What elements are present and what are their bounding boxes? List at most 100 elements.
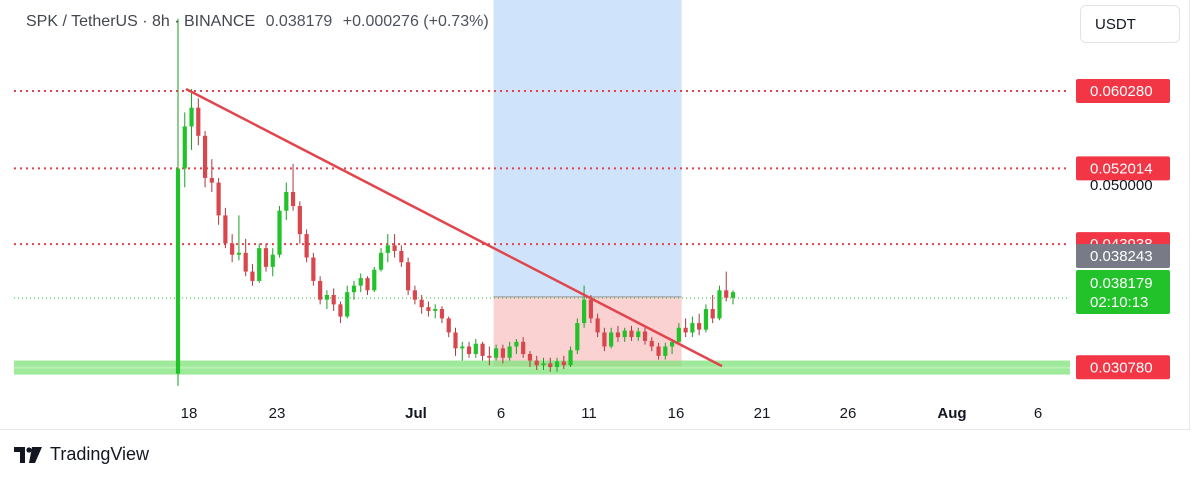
candle[interactable] [527, 353, 533, 361]
candle[interactable] [439, 309, 445, 319]
candle[interactable] [392, 245, 397, 251]
candle[interactable] [642, 331, 648, 341]
candle[interactable] [284, 191, 289, 211]
candle[interactable] [676, 327, 681, 342]
candle[interactable] [257, 248, 262, 281]
level-price-tag[interactable] [1076, 355, 1170, 380]
target-zone[interactable] [493, 0, 682, 297]
candle[interactable] [358, 278, 363, 286]
chart-panel[interactable]: 18 23 Jul 6 11 16 21 26 Aug 6 0.060280 0.052014 0.05… [0, 0, 1190, 430]
candle[interactable] [236, 252, 242, 255]
candle[interactable] [507, 346, 512, 358]
candle[interactable] [561, 361, 566, 366]
candle[interactable] [419, 299, 424, 308]
candle[interactable] [724, 290, 729, 298]
candle[interactable] [629, 330, 634, 338]
candle[interactable] [460, 346, 465, 349]
candle[interactable] [710, 309, 715, 319]
currency-unit-button[interactable]: USDT [1080, 5, 1180, 43]
candle[interactable] [487, 355, 492, 358]
candle[interactable] [277, 210, 282, 255]
candle[interactable] [399, 250, 404, 263]
candle[interactable] [189, 107, 194, 127]
candle[interactable] [649, 340, 654, 347]
candle[interactable] [426, 307, 431, 311]
candle[interactable] [602, 332, 607, 347]
level-price-tag[interactable] [1076, 79, 1170, 104]
candle[interactable] [609, 332, 614, 347]
candle[interactable] [541, 363, 546, 366]
brand-footer[interactable]: TradingView [14, 444, 149, 465]
candle[interactable] [717, 290, 722, 319]
x-tick-label: Aug [937, 405, 966, 422]
candle[interactable] [175, 168, 181, 374]
last-price: 0.038179 [265, 13, 333, 30]
candle[interactable] [703, 309, 709, 330]
candle[interactable] [270, 254, 275, 267]
candle[interactable] [345, 292, 350, 317]
candle[interactable] [453, 332, 458, 349]
candle[interactable] [351, 285, 357, 293]
candle[interactable] [500, 348, 505, 358]
stop-zone[interactable] [493, 296, 682, 368]
candle[interactable] [581, 299, 587, 324]
candle[interactable] [636, 331, 641, 338]
current-price-tag[interactable] [1076, 270, 1170, 314]
candle[interactable] [202, 135, 208, 178]
level-price-tag[interactable] [1076, 156, 1170, 181]
candle[interactable] [311, 257, 316, 281]
candle[interactable] [290, 191, 296, 207]
candle[interactable] [378, 252, 384, 270]
candle[interactable] [318, 280, 323, 300]
candle[interactable] [514, 341, 519, 347]
candle[interactable] [494, 348, 499, 358]
candle[interactable] [250, 271, 255, 281]
candle[interactable] [406, 262, 411, 291]
candle[interactable] [656, 346, 661, 356]
candle[interactable] [690, 323, 695, 333]
x-tick-label: 18 [181, 405, 198, 422]
candle[interactable] [730, 292, 736, 298]
candle[interactable] [372, 269, 377, 291]
candle[interactable] [575, 323, 580, 351]
candle[interactable] [263, 248, 269, 267]
candle[interactable] [595, 318, 600, 333]
candle[interactable] [209, 177, 214, 183]
candle[interactable] [446, 318, 451, 333]
candle[interactable] [216, 182, 221, 216]
candle[interactable] [412, 290, 417, 300]
candle[interactable] [669, 341, 675, 347]
candle[interactable] [324, 294, 330, 300]
descending-trendline[interactable] [185, 87, 723, 368]
candle[interactable] [480, 343, 485, 356]
candle[interactable] [331, 294, 336, 305]
candle[interactable] [568, 350, 573, 366]
price-tag-label: 0.060280 [1090, 83, 1153, 100]
candle[interactable] [182, 126, 187, 169]
candle[interactable] [196, 107, 201, 136]
candle[interactable] [473, 343, 478, 354]
candle[interactable] [230, 243, 235, 255]
candle[interactable] [297, 206, 302, 235]
x-tick-label: Jul [405, 405, 427, 422]
candle[interactable] [615, 332, 621, 338]
candle[interactable] [521, 341, 526, 354]
candle[interactable] [697, 323, 702, 330]
candle[interactable] [663, 346, 668, 356]
candle[interactable] [433, 309, 438, 311]
candle[interactable] [466, 346, 472, 354]
candle[interactable] [304, 234, 309, 258]
candle[interactable] [588, 299, 593, 319]
candlestick-chart[interactable]: 18 23 Jul 6 11 16 21 26 Aug 6 0.060280 0.0520140.05… [0, 0, 1190, 430]
previous-close-tag[interactable] [1076, 244, 1170, 268]
candle[interactable] [683, 327, 688, 333]
candle[interactable] [243, 252, 248, 272]
candle[interactable] [534, 360, 539, 366]
candle[interactable] [548, 363, 553, 368]
candle[interactable] [365, 278, 370, 291]
candle[interactable] [338, 304, 343, 317]
candle[interactable] [622, 330, 627, 338]
candle[interactable] [385, 245, 390, 253]
candle[interactable] [554, 361, 560, 368]
candle[interactable] [223, 215, 228, 244]
